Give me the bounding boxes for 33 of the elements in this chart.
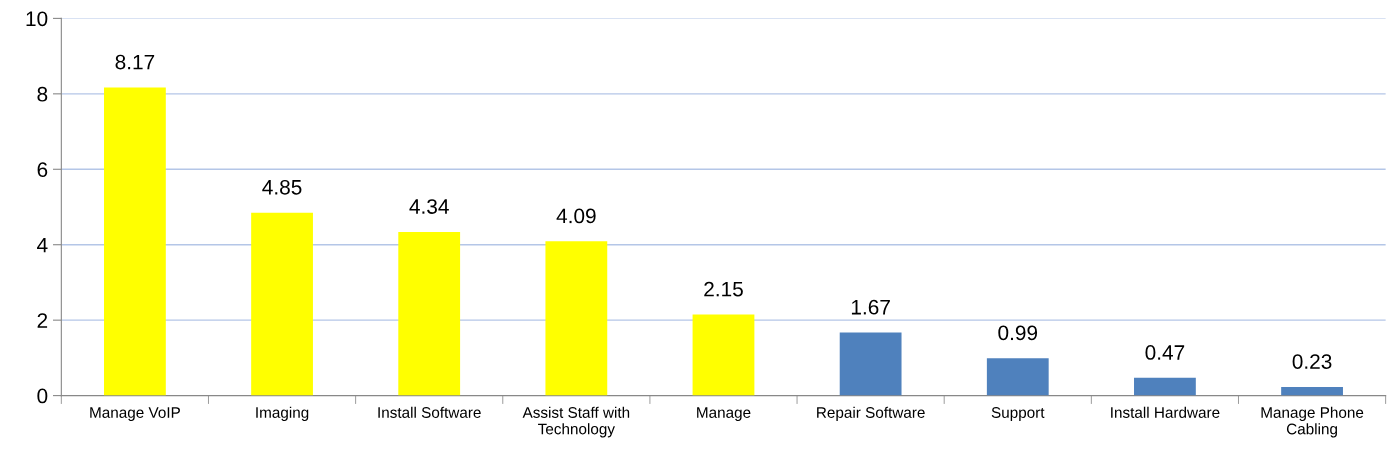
bar (692, 314, 755, 396)
x-tick-label: Support (991, 407, 1045, 421)
bar (545, 241, 608, 396)
x-tick-label: Imaging (256, 406, 309, 421)
x-tick-label: Repair Software (817, 406, 925, 421)
data-label: 4.09 (556, 208, 596, 224)
data-label: 1.67 (851, 299, 890, 315)
y-tick-label: 10 (26, 11, 48, 27)
bar (251, 212, 313, 396)
bar (986, 358, 1049, 396)
bar (398, 231, 461, 396)
y-tick-label: 0 (37, 388, 48, 404)
data-label: 4.34 (409, 199, 449, 214)
data-label: 0.47 (1145, 345, 1185, 360)
y-tick-label: 8 (37, 86, 48, 102)
x-tick-label: Install Software (378, 406, 481, 418)
x-tick-label: Manage (697, 407, 751, 421)
y-tick-label: 2 (37, 313, 48, 328)
data-label: 0.99 (998, 325, 1038, 341)
bar (104, 87, 166, 396)
x-tick-label: Install Hardware (1111, 406, 1220, 418)
data-label: 0.23 (1292, 354, 1332, 369)
y-tick-label: 4 (37, 237, 48, 253)
bar (1134, 377, 1196, 396)
bar (1281, 386, 1343, 396)
x-tick-label: Manage VoIP (90, 407, 180, 421)
data-label: 4.85 (262, 179, 302, 195)
data-label: 8.17 (115, 54, 155, 70)
data-label: 2.15 (704, 281, 743, 297)
y-tick-label: 6 (37, 162, 48, 178)
bar (839, 332, 902, 396)
x-tick-label: Manage Phone Cabling (1261, 406, 1364, 438)
x-tick-label: Assist Staff with Technology (522, 406, 630, 438)
